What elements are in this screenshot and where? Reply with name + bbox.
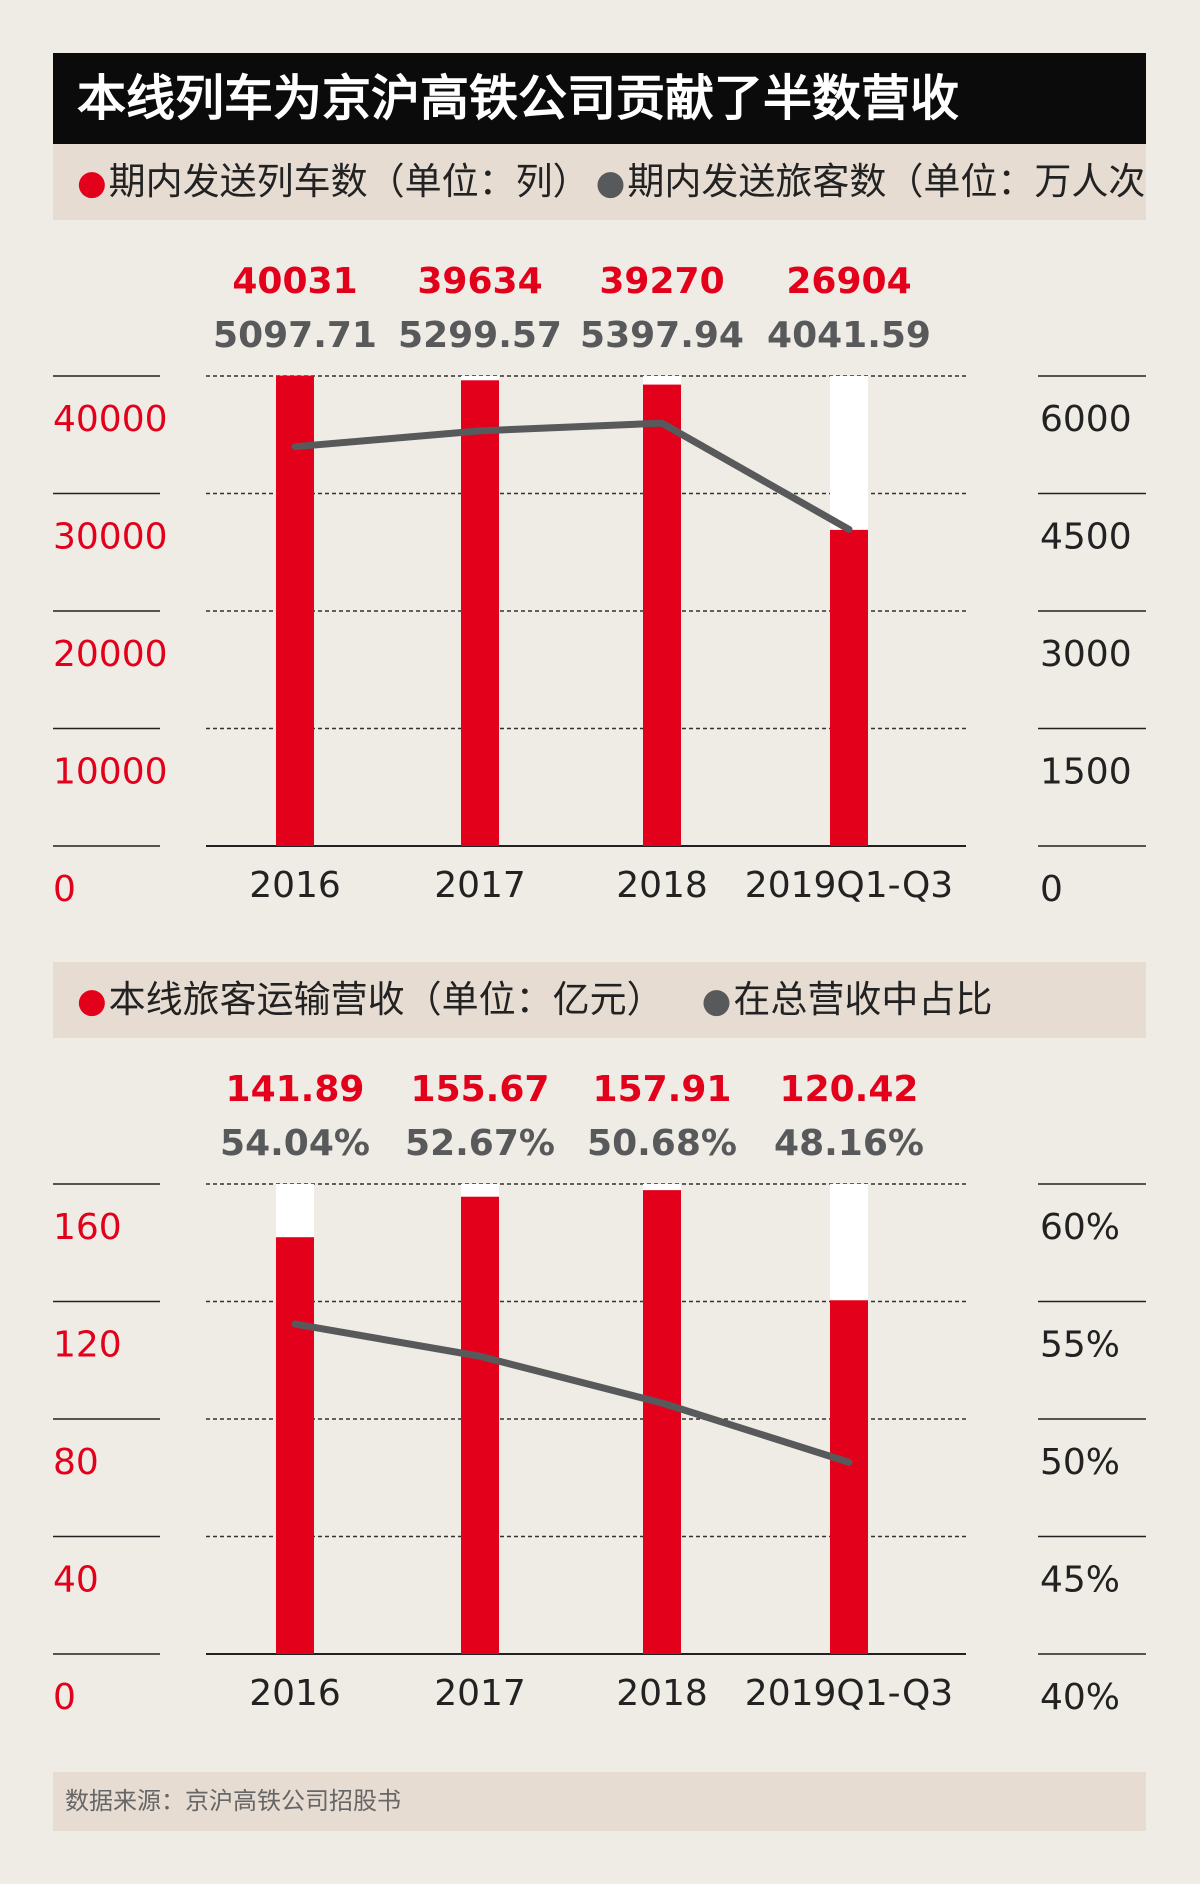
source-note: 数据来源：京沪高铁公司招股书 [53,1772,1146,1831]
chart2-legend: ●本线旅客运输营收（单位：亿元） ●在总营收中占比 [53,962,1146,1038]
line-data-label: 54.04% [220,1123,370,1164]
bar-data-label: 40031 [232,261,357,302]
bar [276,1237,314,1654]
legend-item-revenue: ●本线旅客运输营收（单位：亿元） [77,962,664,1038]
line-data-label: 50.68% [587,1123,737,1164]
bar [830,529,868,846]
x-axis-tick-label: 2018 [616,865,708,906]
legend-label-share: 在总营收中占比 [733,978,993,1021]
bar-data-label: 39634 [417,261,542,302]
line-data-label: 4041.59 [767,315,931,356]
line-data-label: 5097.71 [213,315,377,356]
x-axis-tick-label: 2017 [434,1673,526,1714]
left-axis-tick-label: 0 [53,869,76,910]
bar [276,375,314,846]
line-data-label: 48.16% [774,1123,924,1164]
line-data-label: 5299.57 [398,315,562,356]
page-title: 本线列车为京沪高铁公司贡献了半数营收 [53,53,1146,144]
bar-data-label: 26904 [786,261,911,302]
bar [461,1196,499,1654]
bar-data-label: 141.89 [226,1069,365,1110]
right-axis-tick-label: 0 [1040,869,1063,910]
left-axis-tick-label: 30000 [53,517,168,558]
right-axis-tick-label: 3000 [1040,634,1132,675]
left-axis-tick-label: 0 [53,1677,76,1718]
right-axis-tick-label: 6000 [1040,399,1132,440]
x-axis-tick-label: 2019Q1-Q3 [745,865,953,906]
red-dot-icon: ● [77,163,107,203]
left-axis-tick-label: 10000 [53,752,168,793]
series-line [291,1320,853,1466]
legend-label-passengers: 期内发送旅客数（单位：万人次） [627,160,1146,203]
left-axis-tick-label: 120 [53,1325,122,1366]
chart-trains-passengers: 0 0 10000 1500 20000 3000 30000 4500 40000 6000 20… [53,261,1146,910]
bar [461,380,499,846]
bar [643,1190,681,1654]
right-axis-tick-label: 1500 [1040,752,1132,793]
left-axis-tick-label: 40000 [53,399,168,440]
right-axis-tick-label: 40% [1040,1677,1120,1718]
right-axis-tick-label: 60% [1040,1207,1120,1248]
x-axis-tick-label: 2016 [249,865,341,906]
bar [643,384,681,846]
line-data-label: 52.67% [405,1123,555,1164]
gray-dot-icon: ● [701,981,732,1021]
right-axis-tick-label: 55% [1040,1325,1120,1366]
legend-label-revenue: 本线旅客运输营收（单位：亿元） [108,978,664,1021]
bar [830,1300,868,1654]
legend-item-passengers: ●期内发送旅客数（单位：万人次） [596,144,1146,220]
chart1-legend: ●期内发送列车数（单位：列） ●期内发送旅客数（单位：万人次） [53,144,1146,220]
gray-dot-icon: ● [595,163,626,203]
bar-data-label: 157.91 [593,1069,732,1110]
left-axis-tick-label: 80 [53,1442,99,1483]
bar-data-label: 120.42 [780,1069,919,1110]
series-line [291,419,853,533]
left-axis-tick-label: 20000 [53,634,168,675]
x-axis-tick-label: 2019Q1-Q3 [745,1673,953,1714]
legend-label-trains: 期内发送列车数（单位：列） [108,160,590,203]
right-axis-tick-label: 45% [1040,1560,1120,1601]
right-axis-tick-label: 50% [1040,1442,1120,1483]
red-dot-icon: ● [77,981,107,1021]
legend-item-trains: ●期内发送列车数（单位：列） [77,144,590,220]
line-data-label: 5397.94 [580,315,744,356]
left-axis-tick-label: 40 [53,1560,99,1601]
x-axis-tick-label: 2016 [249,1673,341,1714]
x-axis-tick-label: 2017 [434,865,526,906]
bar-data-label: 39270 [599,261,724,302]
right-axis-tick-label: 4500 [1040,517,1132,558]
legend-item-share: ●在总营收中占比 [702,962,993,1038]
chart-revenue-share: 0 40% 40 45% 80 50% 120 55% 160 60% 2016 141.89 54.0… [53,1069,1146,1718]
left-axis-tick-label: 160 [53,1207,122,1248]
bar-data-label: 155.67 [411,1069,550,1110]
x-axis-tick-label: 2018 [616,1673,708,1714]
